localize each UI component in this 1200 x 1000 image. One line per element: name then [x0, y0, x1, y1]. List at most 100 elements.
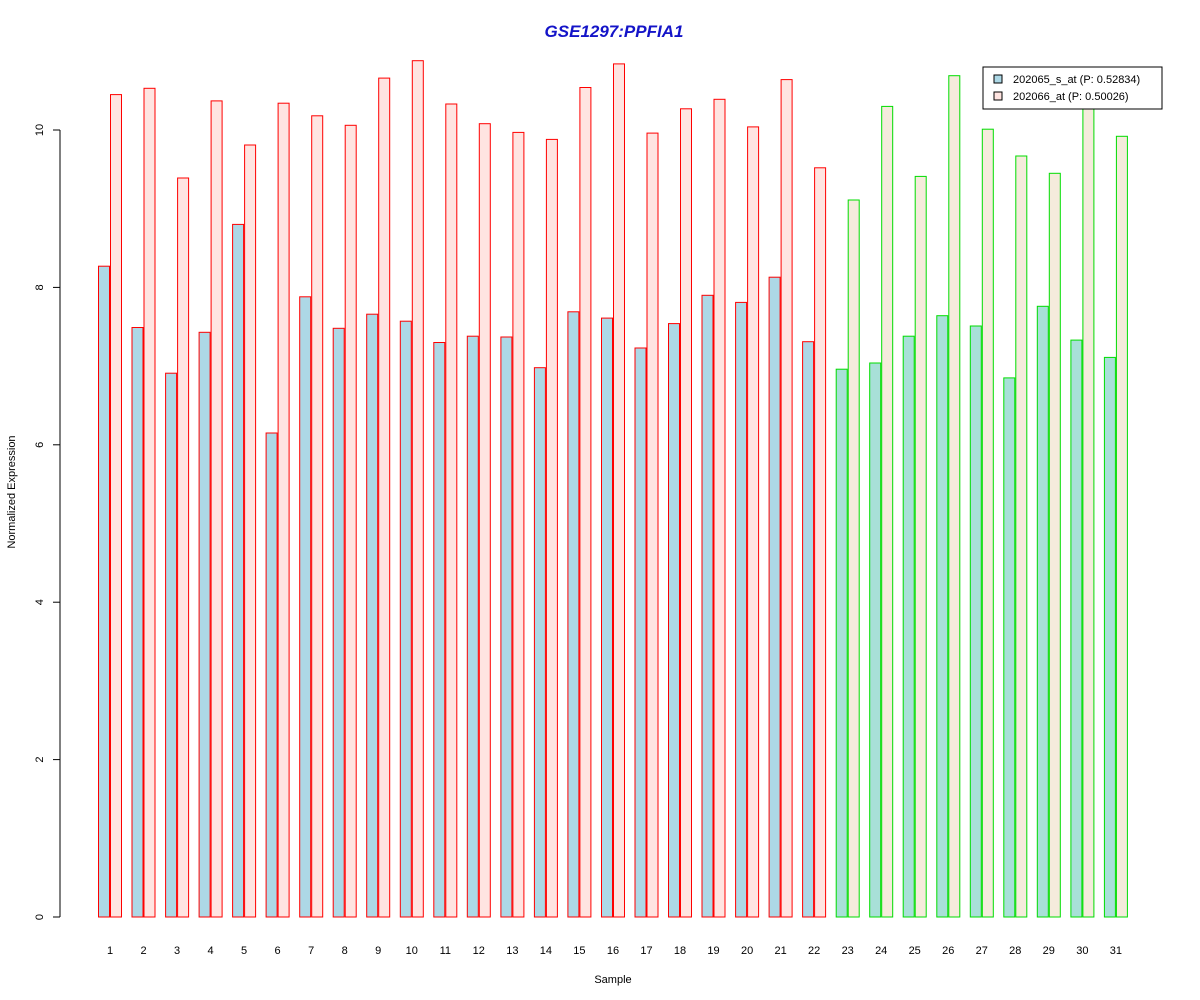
- x-tick-label-9: 9: [375, 945, 381, 957]
- bar-series-2-sample-6: [277, 102, 290, 918]
- bar-series-2-sample-9: [378, 77, 391, 918]
- x-tick-label-28: 28: [1009, 945, 1021, 957]
- bar-series-1-sample-16: [601, 317, 613, 918]
- x-tick-label-16: 16: [607, 945, 619, 957]
- x-tick-label-17: 17: [640, 945, 652, 957]
- x-tick-label-3: 3: [174, 945, 180, 957]
- bar-series-2-sample-29: [1048, 172, 1061, 918]
- bar-series-2-sample-23: [847, 199, 860, 918]
- bar-series-1-sample-1: [98, 265, 110, 918]
- bar-series-2-sample-12: [478, 123, 491, 918]
- bar-series-1-sample-31: [1103, 356, 1116, 918]
- x-tick-label-5: 5: [241, 945, 247, 957]
- bars-layer: [98, 60, 1128, 918]
- x-tick-label-14: 14: [540, 945, 552, 957]
- bar-series-1-sample-24: [869, 362, 882, 918]
- bar-series-2-sample-17: [646, 132, 659, 918]
- bar-series-2-sample-30: [1082, 108, 1095, 918]
- x-tick-label-25: 25: [909, 945, 921, 957]
- x-tick-label-19: 19: [707, 945, 719, 957]
- x-tick-label-11: 11: [440, 945, 451, 957]
- x-tick-label-1: 1: [107, 945, 113, 957]
- bar-series-1-sample-12: [466, 335, 479, 918]
- x-tick-label-30: 30: [1076, 945, 1088, 957]
- x-tick-label-21: 21: [774, 945, 786, 957]
- bar-series-2-sample-2: [143, 87, 156, 918]
- y-axis-label: Normalized Expression: [6, 435, 18, 548]
- bar-series-1-sample-28: [1003, 377, 1016, 918]
- y-tick-label-4: 4: [34, 599, 46, 605]
- x-tick-label-13: 13: [506, 945, 518, 957]
- bar-series-1-sample-18: [668, 323, 680, 918]
- y-tick-label-2: 2: [34, 757, 46, 763]
- bar-series-2-sample-8: [344, 124, 357, 918]
- bar-series-1-sample-2: [131, 327, 144, 918]
- bar-series-1-sample-3: [165, 372, 178, 918]
- bar-series-1-sample-8: [332, 327, 345, 918]
- bar-series-1-sample-22: [802, 341, 815, 918]
- chart-title: GSE1297:PPFIA1: [545, 22, 684, 41]
- bar-series-1-sample-4: [198, 331, 211, 918]
- bar-series-2-sample-3: [177, 177, 190, 918]
- bar-series-1-sample-17: [634, 347, 647, 918]
- x-tick-label-12: 12: [473, 945, 485, 957]
- bar-series-2-sample-7: [311, 115, 324, 918]
- bar-series-2-sample-14: [545, 138, 558, 918]
- bar-series-2-sample-26: [948, 75, 961, 918]
- bar-series-1-sample-15: [567, 311, 580, 918]
- bar-series-1-sample-14: [533, 367, 546, 918]
- bar-series-1-sample-21: [768, 276, 781, 918]
- x-tick-label-7: 7: [308, 945, 314, 957]
- y-tick-label-0: 0: [34, 914, 46, 920]
- y-tick-label-6: 6: [34, 442, 46, 448]
- legend-box: [982, 66, 1163, 110]
- bar-series-1-sample-27: [969, 325, 982, 918]
- y-tick-label-10: 10: [34, 124, 46, 136]
- x-tick-label-20: 20: [741, 945, 753, 957]
- x-tick-label-2: 2: [140, 945, 146, 957]
- bar-series-2-sample-31: [1115, 135, 1128, 918]
- bar-series-1-sample-20: [735, 301, 748, 918]
- legend-swatch-series-1: [993, 74, 1003, 84]
- bar-series-2-sample-13: [512, 131, 525, 918]
- bar-series-2-sample-24: [881, 105, 894, 918]
- bar-series-2-sample-20: [747, 126, 760, 918]
- bar-series-2-sample-18: [680, 108, 692, 918]
- bar-series-1-sample-29: [1036, 305, 1049, 918]
- x-tick-label-10: 10: [406, 945, 418, 957]
- x-tick-label-26: 26: [942, 945, 954, 957]
- bar-series-2-sample-5: [244, 144, 257, 918]
- x-tick-label-6: 6: [275, 945, 281, 957]
- bar-series-2-sample-11: [445, 103, 458, 918]
- x-tick-label-4: 4: [208, 945, 214, 957]
- y-axis: 0 2 4 6 8 10: [34, 124, 61, 920]
- bar-series-2-sample-28: [1015, 155, 1028, 918]
- x-tick-label-8: 8: [342, 945, 348, 957]
- legend-label-series-2: 202066_at (P: 0.50026): [1013, 91, 1129, 103]
- x-axis-label: Sample: [594, 974, 631, 986]
- x-tick-label-27: 27: [976, 945, 988, 957]
- x-tick-label-18: 18: [674, 945, 686, 957]
- x-tick-label-31: 31: [1110, 945, 1122, 957]
- y-tick-label-8: 8: [34, 284, 46, 290]
- bar-series-2-sample-4: [210, 100, 223, 918]
- bar-series-2-sample-16: [613, 63, 625, 918]
- bar-series-1-sample-10: [399, 320, 412, 918]
- bar-series-2-sample-25: [914, 175, 927, 918]
- bar-series-1-sample-11: [433, 342, 446, 918]
- bar-series-1-sample-23: [835, 368, 848, 918]
- bar-series-1-sample-26: [936, 315, 949, 918]
- bar-series-1-sample-25: [902, 335, 915, 918]
- bar-series-1-sample-30: [1070, 339, 1083, 918]
- x-tick-label-15: 15: [573, 945, 585, 957]
- x-tick-label-22: 22: [808, 945, 820, 957]
- bar-series-1-sample-13: [500, 336, 513, 918]
- bar-series-2-sample-19: [713, 98, 726, 918]
- bar-series-2-sample-27: [981, 128, 994, 918]
- legend: 202065_s_at (P: 0.52834) 202066_at (P: 0…: [982, 66, 1163, 110]
- bar-series-1-sample-7: [299, 296, 312, 918]
- bar-series-1-sample-5: [232, 223, 245, 918]
- legend-swatch-series-2: [993, 91, 1003, 101]
